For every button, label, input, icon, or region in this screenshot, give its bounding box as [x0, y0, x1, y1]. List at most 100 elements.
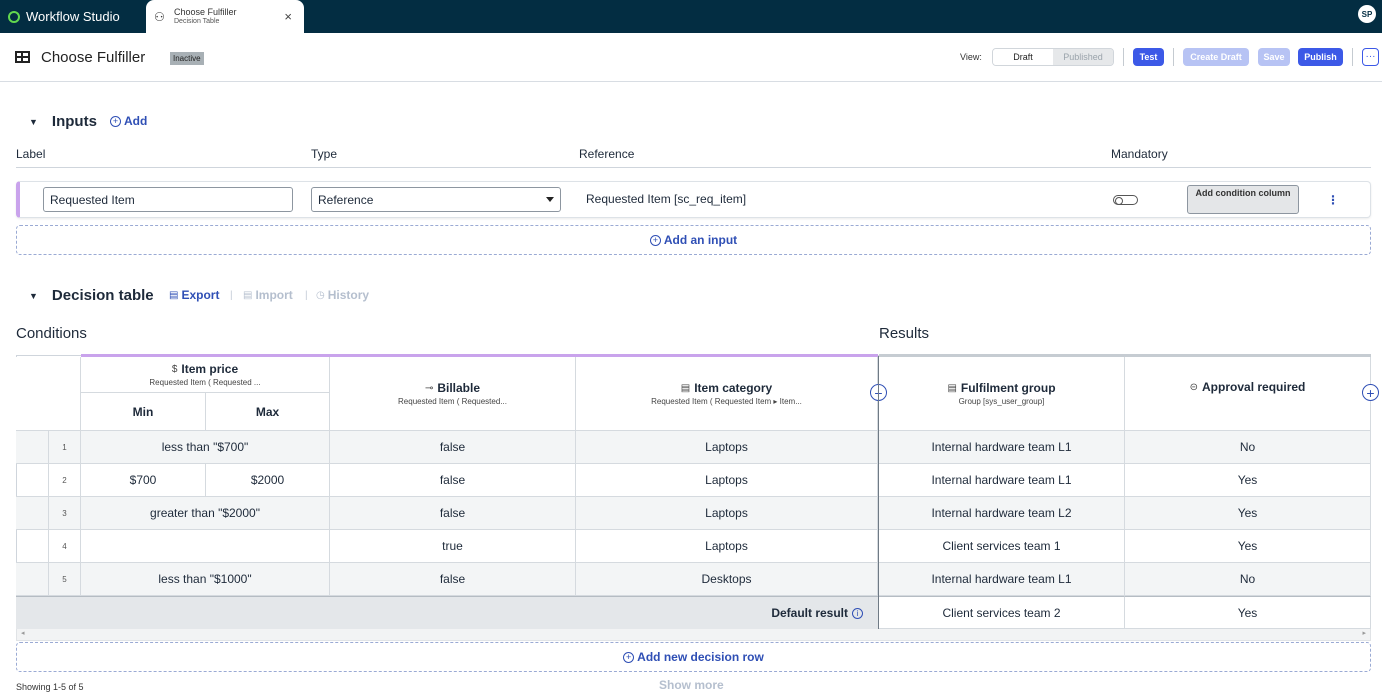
pagination-info: Showing 1-5 of 5 — [16, 682, 84, 692]
type-select-value: Reference — [318, 192, 374, 207]
show-more-button[interactable]: Show more — [659, 678, 724, 692]
publish-button[interactable]: Publish — [1298, 48, 1343, 66]
billable-cell[interactable]: false — [330, 497, 576, 530]
test-button[interactable]: Test — [1133, 48, 1164, 66]
mandatory-column-header: Mandatory — [1111, 147, 1168, 161]
app-brand[interactable]: Workflow Studio — [8, 0, 120, 33]
category-cell[interactable]: Laptops — [576, 431, 878, 464]
item-category-header[interactable]: ▤ Item category Requested Item ( Requeste… — [576, 357, 878, 431]
billable-cell[interactable]: false — [330, 431, 576, 464]
export-icon: ▤ — [169, 289, 179, 301]
row-number: 2 — [49, 464, 81, 497]
divider — [1123, 48, 1124, 66]
avatar[interactable]: SP — [1358, 5, 1376, 23]
divider — [1173, 48, 1174, 66]
status-badge: Inactive — [170, 52, 204, 65]
default-result-row: Default result i — [16, 596, 878, 629]
min-cell[interactable]: $700 — [81, 464, 206, 497]
billable-header[interactable]: ⊸ Billable Requested Item ( Requested... — [330, 357, 576, 431]
import-link[interactable]: ▤ Import — [243, 288, 293, 302]
category-cell[interactable]: Laptops — [576, 530, 878, 563]
decision-table-section-title[interactable]: ▼ Decision table — [29, 287, 154, 304]
group-cell[interactable]: Internal hardware team L1 — [879, 464, 1125, 497]
row-handle[interactable] — [16, 497, 49, 530]
row-number: 4 — [49, 530, 81, 563]
caret-down-icon[interactable]: ▼ — [29, 116, 38, 127]
add-decision-row-button[interactable]: + Add new decision row — [16, 642, 1371, 672]
caret-down-icon[interactable]: ▼ — [29, 290, 38, 301]
group-cell[interactable]: Internal hardware team L2 — [879, 497, 1125, 530]
save-button[interactable]: Save — [1258, 48, 1290, 66]
type-select[interactable]: Reference — [311, 187, 561, 212]
history-icon: ◷ — [316, 289, 325, 301]
more-options-button[interactable]: ··· — [1362, 48, 1379, 66]
add-input-link[interactable]: + Add — [110, 114, 147, 128]
approval-cell[interactable]: Yes — [1125, 530, 1371, 563]
kebab-menu-icon[interactable]: ⋮ — [1327, 193, 1339, 207]
results-heading: Results — [879, 325, 930, 342]
export-link[interactable]: ▤ Export — [169, 288, 220, 302]
create-draft-button[interactable]: Create Draft — [1183, 48, 1249, 66]
scroll-right-icon[interactable]: ▸ — [1362, 630, 1366, 637]
inputs-section-title[interactable]: ▼ Inputs — [29, 113, 97, 130]
divider: | — [230, 290, 233, 301]
group-cell[interactable]: Internal hardware team L1 — [879, 431, 1125, 464]
category-cell[interactable]: Laptops — [576, 464, 878, 497]
add-circle-icon: + — [623, 651, 635, 663]
default-approval-cell[interactable]: Yes — [1125, 596, 1371, 629]
approval-cell[interactable]: Yes — [1125, 464, 1371, 497]
approval-cell[interactable]: Yes — [1125, 497, 1371, 530]
item-price-header[interactable]: $ Item price Requested Item ( Requested .… — [81, 357, 330, 393]
info-icon[interactable]: i — [852, 607, 863, 619]
page-header: Choose Fulfiller Inactive View: Draft Pu… — [0, 33, 1382, 82]
row-handle[interactable] — [16, 563, 49, 596]
row-handle[interactable] — [16, 530, 49, 563]
default-group-cell[interactable]: Client services team 2 — [879, 596, 1125, 629]
tab-choose-fulfiller[interactable]: ⚇ Choose Fulfiller Decision Table × — [146, 0, 304, 33]
reference-value: Requested Item [sc_req_item] — [586, 192, 747, 206]
tab-title: Choose Fulfiller — [174, 6, 237, 17]
row-number: 1 — [49, 431, 81, 464]
scroll-left-icon[interactable]: ◂ — [21, 630, 25, 637]
view-draft-button[interactable]: Draft — [993, 49, 1053, 65]
row-handle[interactable] — [16, 431, 49, 464]
group-cell[interactable]: Client services team 1 — [879, 530, 1125, 563]
price-cell[interactable] — [81, 530, 330, 563]
divider — [1352, 48, 1353, 66]
price-cell[interactable]: greater than "$2000" — [81, 497, 330, 530]
toggle-icon: ⊸ — [424, 382, 434, 394]
billable-cell[interactable]: false — [330, 464, 576, 497]
price-cell[interactable]: less than "$700" — [81, 431, 330, 464]
top-bar: Workflow Studio ⚇ Choose Fulfiller Decis… — [0, 0, 1382, 33]
tab-subtitle: Decision Table — [174, 17, 220, 25]
fulfilment-group-header[interactable]: ▤ Fulfilment group Group [sys_user_group] — [879, 357, 1125, 431]
category-cell[interactable]: Desktops — [576, 563, 878, 596]
close-icon[interactable]: × — [284, 9, 292, 24]
billable-cell[interactable]: false — [330, 563, 576, 596]
billable-cell[interactable]: true — [330, 530, 576, 563]
max-cell[interactable]: $2000 — [206, 464, 330, 497]
view-published-button[interactable]: Published — [1053, 49, 1113, 65]
min-header: Min — [81, 393, 206, 431]
add-result-column-icon[interactable]: + — [1362, 384, 1379, 401]
label-input[interactable] — [43, 187, 293, 212]
divider — [16, 167, 1371, 168]
add-condition-column-button[interactable]: Add condition column — [1187, 185, 1299, 214]
view-toggle: Draft Published — [992, 48, 1114, 66]
row-handle[interactable] — [16, 464, 49, 497]
group-cell[interactable]: Internal hardware team L1 — [879, 563, 1125, 596]
category-cell[interactable]: Laptops — [576, 497, 878, 530]
add-an-input-button[interactable]: + Add an input — [16, 225, 1371, 255]
row-number: 5 — [49, 563, 81, 596]
results-bar — [879, 354, 1371, 357]
mandatory-toggle[interactable] — [1113, 195, 1138, 205]
price-cell[interactable]: less than "$1000" — [81, 563, 330, 596]
approval-required-header[interactable]: ⊝ Approval required — [1125, 357, 1371, 431]
approval-cell[interactable]: No — [1125, 431, 1371, 464]
approval-cell[interactable]: No — [1125, 563, 1371, 596]
decision-table-icon: ⚇ — [154, 9, 165, 24]
horizontal-scrollbar[interactable]: ◂ ▸ — [16, 629, 1371, 641]
conditions-heading: Conditions — [16, 325, 87, 342]
history-link[interactable]: ◷ History — [316, 288, 370, 302]
add-circle-icon: + — [649, 234, 661, 246]
